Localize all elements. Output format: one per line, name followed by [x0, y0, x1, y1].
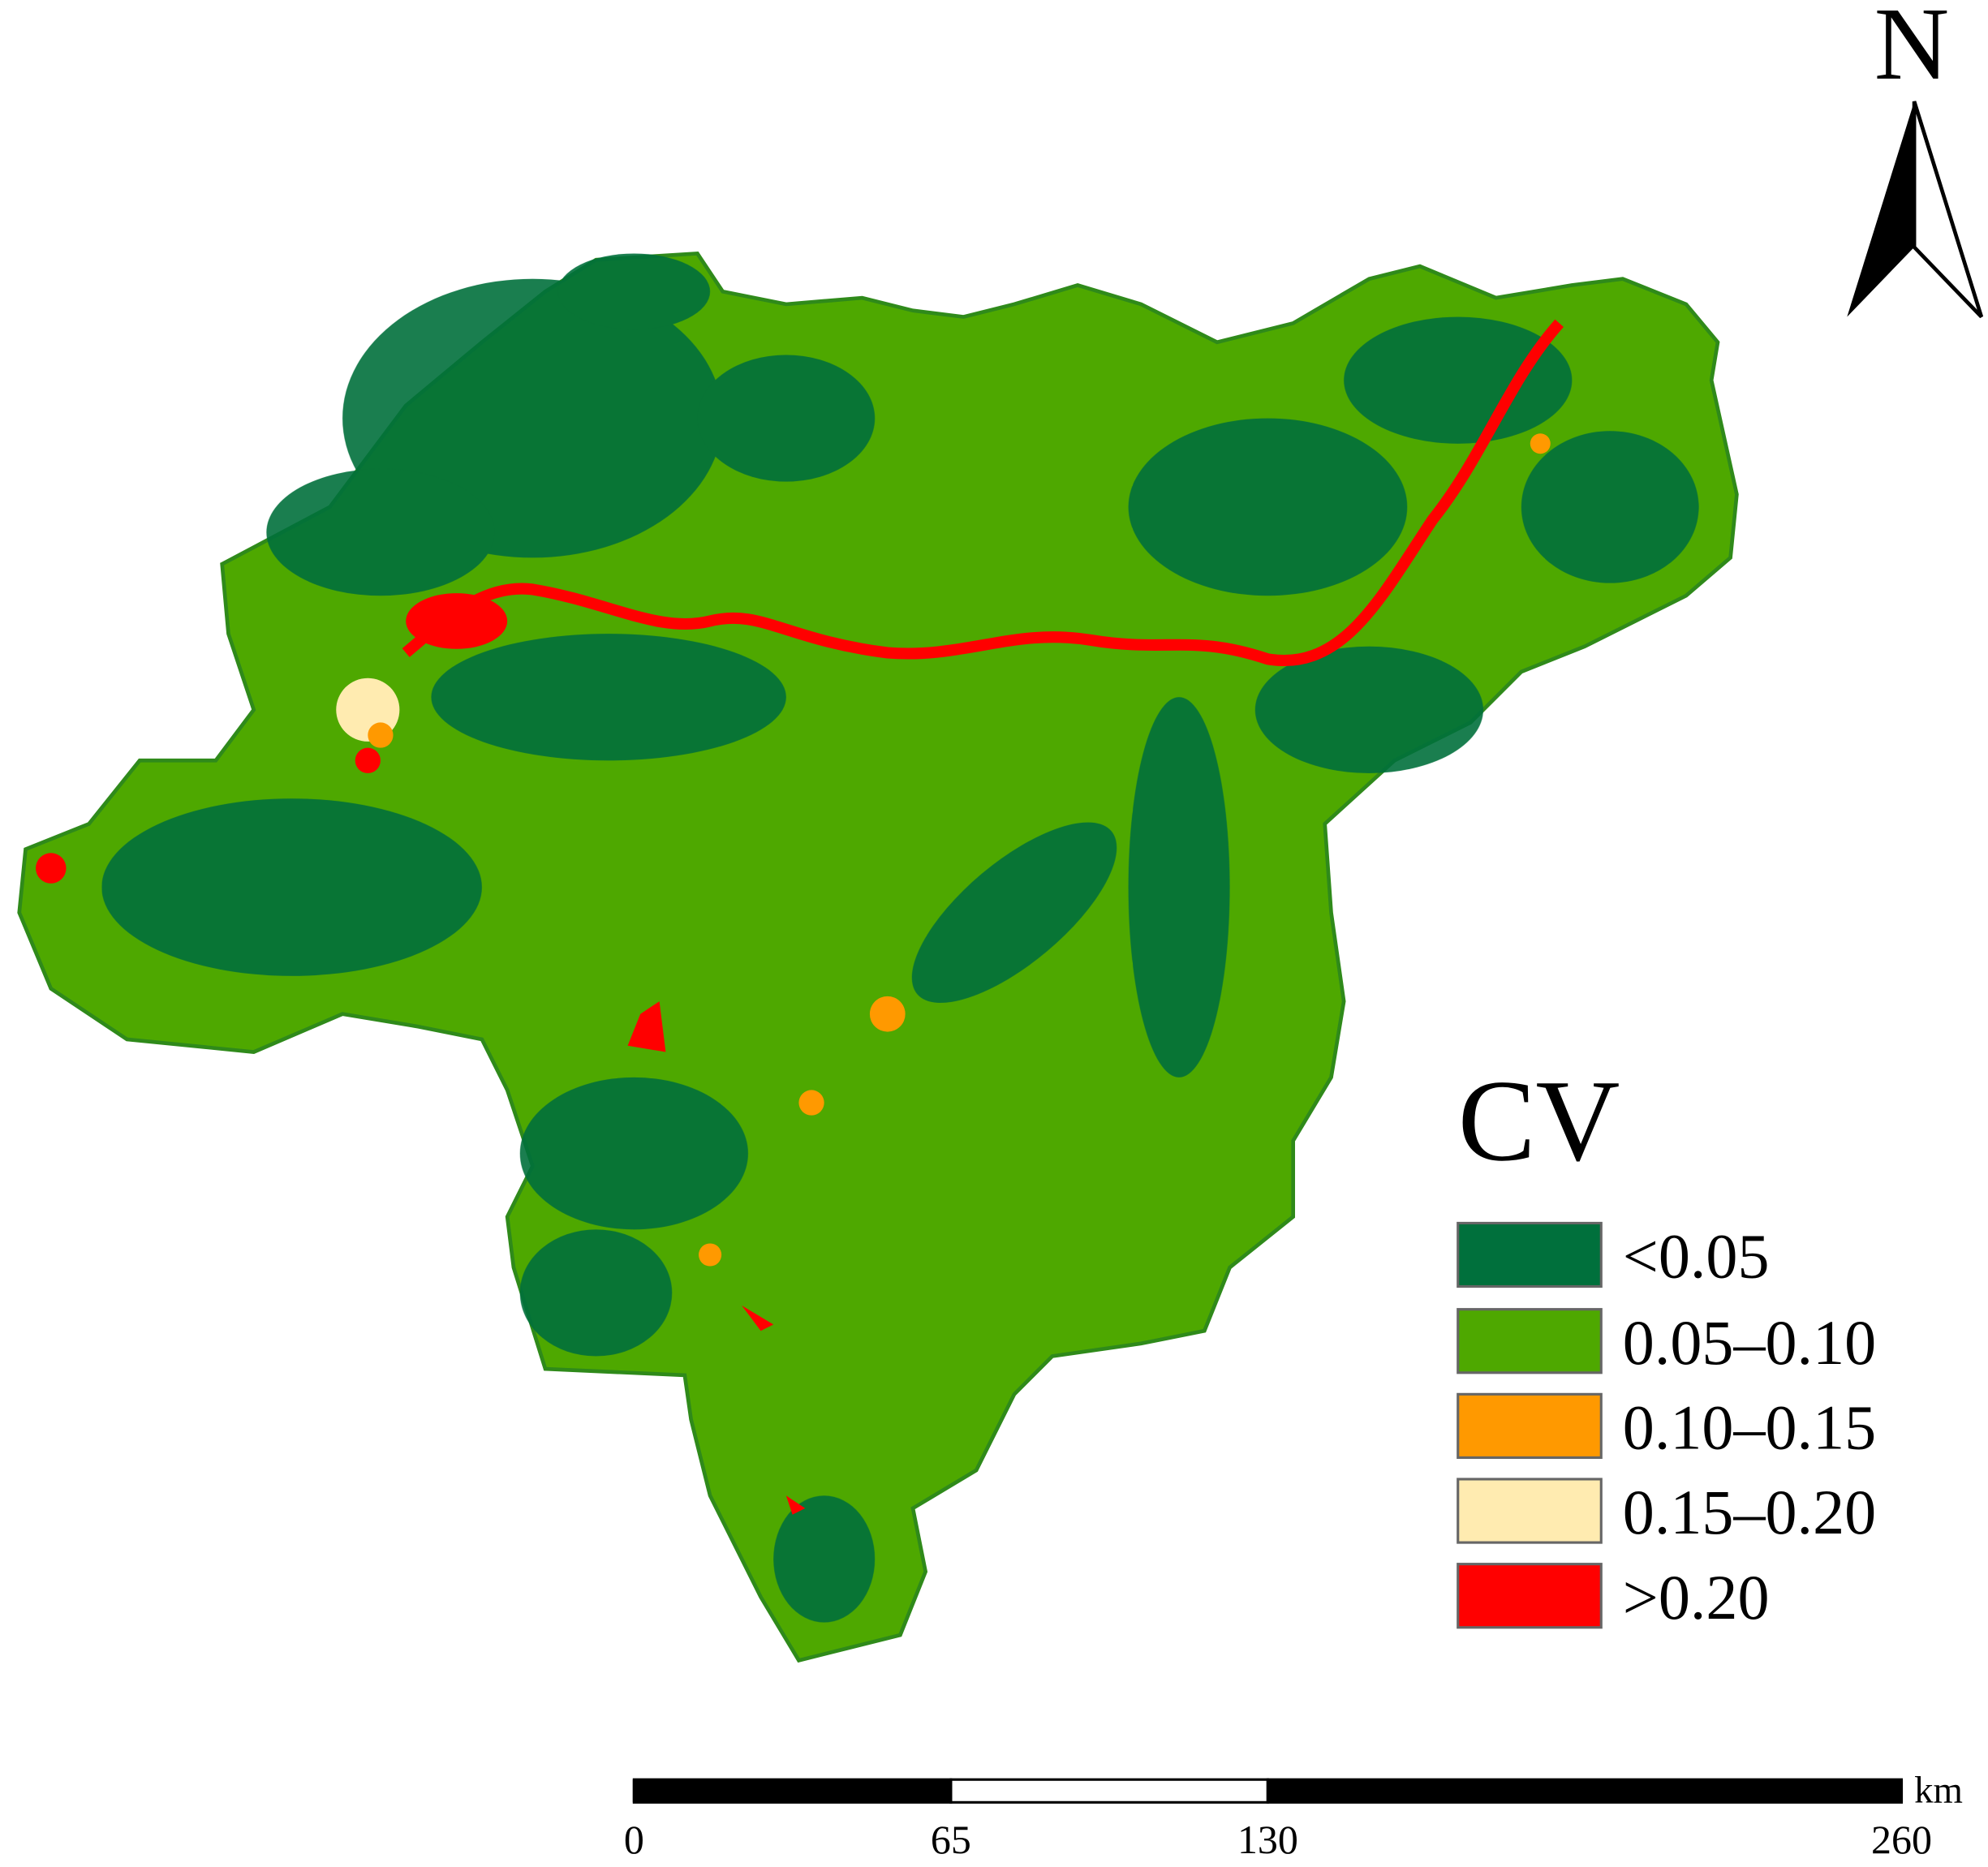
north-arrow: N — [1847, 0, 1984, 319]
legend-label: 0.15–0.20 — [1623, 1477, 1876, 1547]
low-cv-patches — [101, 253, 1699, 1623]
legend-title: CV — [1458, 1056, 1620, 1185]
legend-swatch — [1457, 1392, 1603, 1459]
legend-swatch — [1457, 1308, 1603, 1374]
river — [402, 319, 1564, 666]
scale-segment — [1266, 1778, 1904, 1804]
scale-segment — [949, 1778, 1269, 1804]
scale-bar: 0 65 130 260 km — [624, 1769, 1963, 1861]
scale-unit: km — [1914, 1769, 1963, 1811]
legend-swatch — [1457, 1563, 1603, 1629]
scale-tick-label: 260 — [1871, 1817, 1932, 1862]
legend: CV <0.05 0.05–0.10 0.10–0.15 0.15–0.20 >0.20 — [1457, 1056, 1876, 1633]
north-label: N — [1874, 0, 1950, 101]
legend-swatch — [1457, 1478, 1603, 1544]
legend-swatch — [1457, 1221, 1603, 1288]
high-cv-patches — [36, 593, 806, 1515]
north-arrow-right — [1912, 101, 1984, 319]
north-arrow-left — [1847, 101, 1915, 317]
scale-tick-label: 130 — [1237, 1817, 1298, 1862]
legend-label: <0.05 — [1623, 1221, 1770, 1292]
legend-label: 0.10–0.15 — [1623, 1392, 1876, 1463]
scale-tick-label: 0 — [624, 1817, 644, 1862]
scale-tick-label: 65 — [931, 1817, 971, 1862]
legend-label: 0.05–0.10 — [1623, 1307, 1876, 1378]
region — [17, 252, 1739, 1663]
scale-segment — [632, 1778, 953, 1804]
mid-cv-patches — [336, 433, 1551, 1267]
legend-label: >0.20 — [1623, 1562, 1770, 1633]
